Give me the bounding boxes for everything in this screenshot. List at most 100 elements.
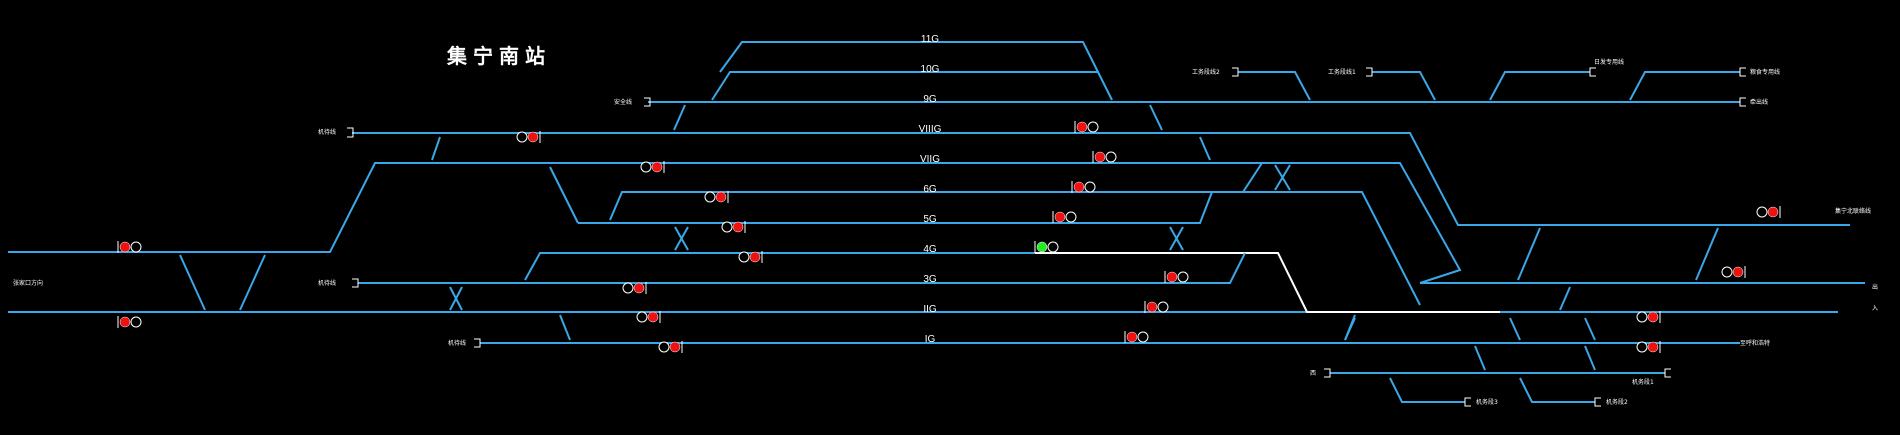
track-right-diag-a[interactable]: [1517, 227, 1541, 281]
signal-6g-east[interactable]: [1071, 181, 1096, 193]
track-viig-drop[interactable]: [549, 166, 579, 224]
track-right-diag-b[interactable]: [1695, 227, 1719, 281]
signal-lamp-dark: [1137, 331, 1149, 343]
track-liangshi-branch[interactable]: [1629, 71, 1740, 101]
track-jiwu-drop-b[interactable]: [1584, 345, 1596, 371]
signal-iig-east[interactable]: [1144, 301, 1169, 313]
track-jiwu-drop-a[interactable]: [1474, 345, 1486, 371]
label-ziyou: 牵出线: [1750, 98, 1768, 106]
track-rifa-branch[interactable]: [1489, 71, 1590, 101]
track-10g[interactable]: [711, 71, 1113, 101]
signal-lamp-lit: [1036, 241, 1048, 253]
signal-lamp-lit: [647, 311, 659, 323]
signal-5g-west[interactable]: [721, 221, 746, 233]
track-gongwu1[interactable]: [1372, 71, 1436, 101]
track-viiig-east-crossover[interactable]: [1199, 136, 1211, 161]
signal-viig-west[interactable]: [640, 161, 665, 173]
signal-lamp-lit: [119, 241, 131, 253]
signal-right-upper[interactable]: [1756, 206, 1781, 218]
signal-3g-east[interactable]: [1164, 271, 1189, 283]
signal-6g-west[interactable]: [704, 191, 729, 203]
signal-right-mid[interactable]: [1721, 266, 1746, 278]
track-5g[interactable]: [578, 162, 1263, 224]
track-layout: [8, 41, 1865, 403]
track-4g[interactable]: [524, 252, 1035, 281]
signal-4g-east[interactable]: [1034, 241, 1059, 253]
track-right-diag-d[interactable]: [1344, 317, 1356, 341]
signal-iig-west[interactable]: [636, 311, 661, 323]
signal-ig-east[interactable]: [1124, 331, 1149, 343]
station-title: 集宁南站: [447, 44, 551, 68]
signal-ig-west[interactable]: [658, 341, 683, 353]
track-label-iig: IIG: [923, 304, 937, 315]
signal-lamp-dark: [622, 282, 634, 294]
track-jiwu3[interactable]: [1389, 377, 1465, 403]
signal-left-lower[interactable]: [117, 316, 142, 328]
track-label-10g: 10G: [921, 64, 940, 75]
track-ig-lead[interactable]: [559, 314, 571, 341]
track-9g-lead[interactable]: [673, 104, 686, 131]
track-11g[interactable]: [719, 41, 1099, 73]
track-3g-crossing-b[interactable]: [449, 286, 463, 311]
bumper-anquan: [644, 97, 651, 107]
track-right-diag-e[interactable]: [1509, 317, 1521, 341]
track-viig-east[interactable]: [1125, 162, 1865, 284]
signal-left-upper[interactable]: [117, 241, 142, 253]
track-label-6g: 6G: [923, 184, 937, 195]
track-5g-crossing-d[interactable]: [1169, 226, 1184, 251]
bumper-jiyou-bot: [474, 338, 481, 348]
label-dong: 西: [1310, 370, 1316, 377]
label-jiyou-top: 机待线: [318, 128, 336, 136]
signal-lamp-lit: [1732, 266, 1744, 278]
track-label-11g: 11G: [921, 34, 939, 45]
signal-lamp-lit: [651, 161, 663, 173]
signal-lamp-dark: [1756, 206, 1768, 218]
track-gongwu2[interactable]: [1238, 71, 1311, 101]
track-jiwu2[interactable]: [1519, 377, 1595, 403]
signal-lamp-dark: [640, 161, 652, 173]
signal-viiig-east[interactable]: [1074, 121, 1099, 133]
track-label-5g: 5G: [923, 214, 937, 225]
track-6g[interactable]: [609, 191, 1421, 306]
track-right-diag-f[interactable]: [1584, 317, 1596, 341]
signal-lamp-lit: [1146, 301, 1158, 313]
label-jiwu3: 机务段3: [1476, 398, 1498, 406]
signal-lamp-dark: [1047, 241, 1059, 253]
track-label-3g: 3G: [923, 274, 937, 285]
label-east-short2: 入: [1872, 305, 1878, 312]
track-crossing-x2[interactable]: [1274, 164, 1291, 191]
label-jiyou-mid: 机待线: [318, 279, 336, 287]
signal-lamp-lit: [1073, 181, 1085, 193]
bumper-jiwu2: [1594, 397, 1601, 407]
signal-3g-west[interactable]: [622, 282, 647, 294]
signal-lamp-lit: [669, 341, 681, 353]
track-left-upper-main[interactable]: [8, 162, 1125, 253]
label-liangshi: 粮食专用线: [1750, 68, 1780, 76]
track-5g-crossing-b[interactable]: [674, 226, 689, 251]
signal-lamp-dark: [704, 191, 716, 203]
route-4g-active: [1035, 252, 1500, 313]
signal-right-ig[interactable]: [1636, 341, 1661, 353]
track-3g[interactable]: [358, 252, 1246, 284]
signal-viiig-west[interactable]: [516, 131, 541, 143]
track-9g-east-lead[interactable]: [1149, 104, 1163, 131]
track-viiig-crossover[interactable]: [431, 136, 441, 161]
track-viiig[interactable]: [352, 132, 1850, 226]
signal-5g-east[interactable]: [1052, 211, 1077, 223]
track-crossover-left-b[interactable]: [239, 254, 266, 311]
signal-4g-west[interactable]: [738, 251, 763, 263]
label-anquan: 安全线: [614, 98, 632, 106]
signal-lamp-dark: [636, 311, 648, 323]
label-east-bottom: 至呼和浩特: [1740, 339, 1770, 347]
buffer-stops: [347, 67, 1746, 407]
bumper-jiwu-left: [1324, 368, 1331, 378]
track-right-diag-c[interactable]: [1559, 286, 1571, 311]
track-crossover-left-a[interactable]: [179, 254, 206, 311]
track-label-4g: 4G: [923, 244, 937, 255]
track-label-viig: VIIG: [920, 154, 940, 165]
signal-right-iig[interactable]: [1636, 311, 1661, 323]
signal-lamp-lit: [1076, 121, 1088, 133]
signal-viig-east[interactable]: [1092, 151, 1117, 163]
signal-lamp-dark: [130, 316, 142, 328]
